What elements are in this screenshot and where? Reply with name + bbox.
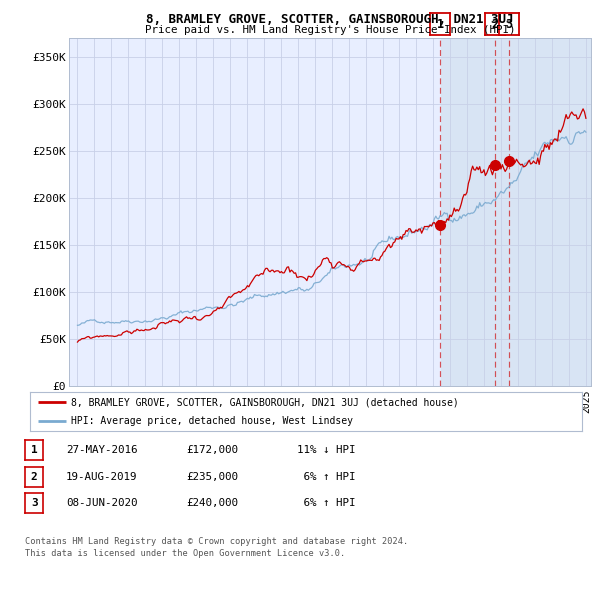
Text: 3: 3 [505,18,512,31]
Text: 27-MAY-2016: 27-MAY-2016 [66,445,137,454]
Text: 08-JUN-2020: 08-JUN-2020 [66,499,137,508]
Text: 2: 2 [491,18,499,31]
Text: 6% ↑ HPI: 6% ↑ HPI [297,499,355,508]
Text: 2: 2 [31,472,38,481]
Bar [440,38,595,386]
Text: £172,000: £172,000 [186,445,238,454]
Text: 8, BRAMLEY GROVE, SCOTTER, GAINSBOROUGH, DN21 3UJ (detached house): 8, BRAMLEY GROVE, SCOTTER, GAINSBOROUGH,… [71,397,459,407]
Text: 3: 3 [31,499,38,508]
Text: Price paid vs. HM Land Registry's House Price Index (HPI): Price paid vs. HM Land Registry's House … [145,25,515,35]
Text: HPI: Average price, detached house, West Lindsey: HPI: Average price, detached house, West… [71,416,353,426]
Text: £240,000: £240,000 [186,499,238,508]
Text: Contains HM Land Registry data © Crown copyright and database right 2024.: Contains HM Land Registry data © Crown c… [25,537,409,546]
Text: This data is licensed under the Open Government Licence v3.0.: This data is licensed under the Open Gov… [25,549,346,558]
Text: 19-AUG-2019: 19-AUG-2019 [66,472,137,481]
Text: 1: 1 [31,445,38,454]
Text: 8, BRAMLEY GROVE, SCOTTER, GAINSBOROUGH, DN21 3UJ: 8, BRAMLEY GROVE, SCOTTER, GAINSBOROUGH,… [146,13,514,26]
Text: 11% ↓ HPI: 11% ↓ HPI [297,445,355,454]
Text: 1: 1 [437,18,444,31]
Text: £235,000: £235,000 [186,472,238,481]
Text: 6% ↑ HPI: 6% ↑ HPI [297,472,355,481]
